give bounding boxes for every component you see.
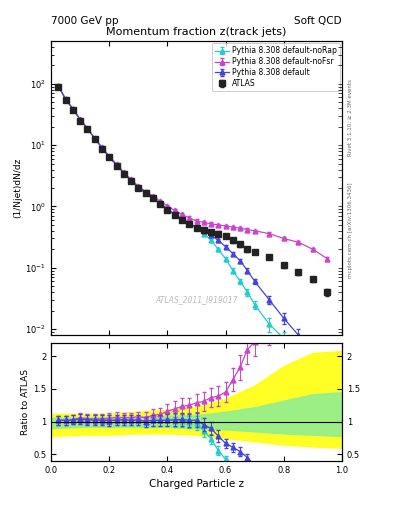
Text: mcplots.cern.ch [arXiv:1306.3436]: mcplots.cern.ch [arXiv:1306.3436] (348, 183, 353, 278)
Text: Soft QCD: Soft QCD (294, 16, 342, 26)
X-axis label: Charged Particle z: Charged Particle z (149, 479, 244, 489)
Legend: Pythia 8.308 default-noRap, Pythia 8.308 default-noFsr, Pythia 8.308 default, AT: Pythia 8.308 default-noRap, Pythia 8.308… (212, 43, 340, 91)
Text: 7000 GeV pp: 7000 GeV pp (51, 16, 119, 26)
Y-axis label: Ratio to ATLAS: Ratio to ATLAS (21, 369, 30, 435)
Text: Rivet 3.1.10; ≥ 2.3M events: Rivet 3.1.10; ≥ 2.3M events (348, 79, 353, 156)
Y-axis label: (1/Njet)dN/dz: (1/Njet)dN/dz (14, 158, 23, 218)
Text: ATLAS_2011_I919017: ATLAS_2011_I919017 (155, 295, 238, 304)
Title: Momentum fraction z(track jets): Momentum fraction z(track jets) (107, 28, 286, 37)
